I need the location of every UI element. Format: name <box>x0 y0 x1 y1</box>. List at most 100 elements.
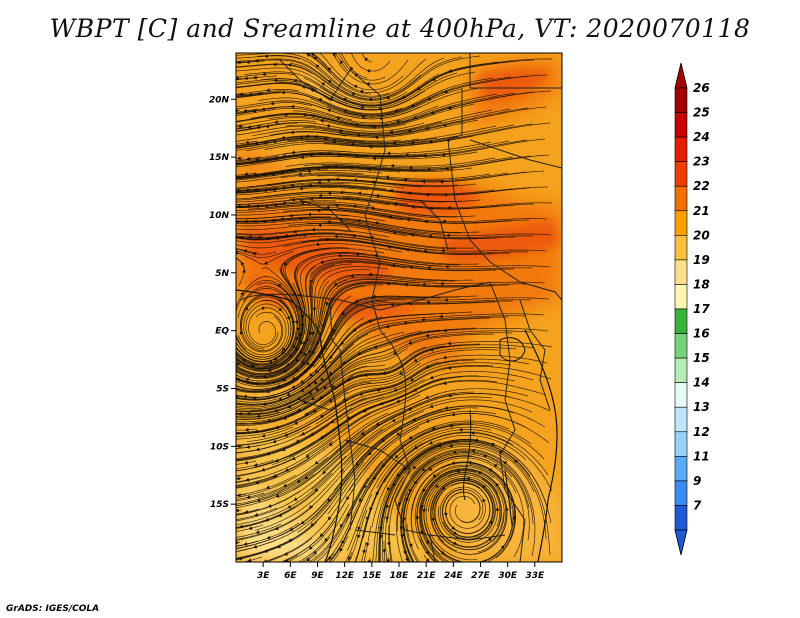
streamline-arrow <box>296 479 301 483</box>
streamline-arrow <box>244 76 248 81</box>
streamline-arrow <box>425 193 429 197</box>
streamline-arrow <box>315 64 320 69</box>
streamline-arrow <box>250 364 255 369</box>
streamline-arrow <box>244 306 249 311</box>
colorbar-label: 12 <box>693 425 710 439</box>
streamline-arrow <box>447 393 452 398</box>
streamline-arrow <box>442 355 447 360</box>
colorbar-label: 14 <box>693 376 710 390</box>
streamline-arrow <box>395 119 400 123</box>
streamline-arrow <box>360 105 364 110</box>
streamline-arrow <box>284 558 289 562</box>
streamline-arrow <box>309 280 314 284</box>
streamline-arrow <box>321 82 326 86</box>
streamline-arrow <box>319 414 324 418</box>
streamline-arrow <box>364 57 369 62</box>
streamline-arrow <box>386 559 391 562</box>
streamline-arrow <box>262 72 266 76</box>
streamline-arrow <box>327 516 332 521</box>
colorbar-swatch <box>674 357 688 383</box>
streamline-arrow <box>310 522 315 527</box>
streamline-arrow <box>443 89 448 94</box>
streamline-arrow <box>490 442 495 447</box>
streamline-arrow <box>425 395 429 399</box>
streamline-arrow <box>408 435 413 440</box>
colorbar-swatch <box>674 87 688 113</box>
lat-tick-label: 5S <box>216 384 229 394</box>
streamline-arrow <box>328 556 332 560</box>
colorbar-swatch <box>674 406 688 433</box>
streamline-arrow <box>382 549 387 553</box>
streamline-arrow <box>322 470 327 475</box>
streamline-arrow <box>273 356 278 361</box>
lon-tick-label: 18E <box>390 571 410 581</box>
streamline-arrow <box>314 488 319 492</box>
lat-tick-label: 5N <box>215 269 229 279</box>
streamline-arrow <box>272 62 277 67</box>
colorbar-swatch <box>674 235 688 261</box>
streamline-arrow <box>406 218 410 222</box>
streamline-arrow <box>466 476 470 481</box>
streamline-arrow <box>245 427 249 432</box>
streamline-arrow <box>326 124 331 128</box>
streamline-arrow <box>453 531 458 535</box>
colorbar-swatch <box>674 185 688 212</box>
streamline-arrow <box>314 460 319 465</box>
map-axes: 20N 15N 10N 5N EQ 5S 10S 15S 3E 6E 9E 12E 15E 18E 21E 2… <box>209 95 545 581</box>
streamline-arrow <box>308 545 313 550</box>
colorbar-swatch <box>674 210 688 236</box>
streamline-arrow <box>318 98 323 102</box>
streamline-arrow <box>375 421 380 426</box>
streamline-arrow <box>428 234 432 239</box>
streamline-arrow <box>263 261 268 265</box>
streamline-arrow <box>362 549 367 554</box>
streamline-arrow <box>403 466 407 471</box>
streamline-arrow <box>304 475 309 480</box>
streamline-arrow <box>305 134 309 139</box>
streamline-arrow <box>286 392 291 396</box>
streamline-arrow <box>353 178 357 182</box>
streamline-arrow <box>313 56 318 61</box>
streamline-arrow <box>422 488 427 493</box>
streamline-arrow <box>275 493 280 498</box>
colorbar-swatch <box>674 431 688 457</box>
streamline-arrow <box>317 223 322 228</box>
colorbar-label: 16 <box>693 327 710 341</box>
streamline-arrow <box>294 421 298 425</box>
streamline-arrow <box>306 361 310 366</box>
colorbar-label: 24 <box>693 130 710 144</box>
streamline-arrow <box>328 398 333 403</box>
lakes <box>462 337 526 526</box>
colorbar-swatch <box>674 480 688 506</box>
streamline-arrow <box>374 221 379 226</box>
streamline-arrow <box>372 156 376 161</box>
streamline-arrow <box>291 150 295 155</box>
streamline-arrow <box>320 260 324 264</box>
streamline-arrow <box>278 513 283 517</box>
streamline-arrow <box>456 469 460 473</box>
streamline-arrow <box>242 358 247 363</box>
streamline-arrow <box>363 484 367 489</box>
streamline-arrow <box>337 253 342 258</box>
streamline-arrow <box>470 431 475 435</box>
lon-tick-label: 6E <box>284 571 297 581</box>
streamline-arrow <box>442 219 446 224</box>
streamline-arrow <box>339 547 344 552</box>
streamline-arrow <box>360 431 365 436</box>
streamline-arrow <box>359 89 364 94</box>
streamline-arrow <box>435 484 440 489</box>
streamline-arrow <box>238 124 242 129</box>
colorbar-swatch <box>674 136 688 162</box>
streamline-arrow <box>313 380 318 385</box>
lat-tick-label: EQ <box>215 327 229 337</box>
streamline-arrow <box>357 534 361 539</box>
streamline-arrow <box>441 152 445 157</box>
streamline-arrow <box>443 328 447 333</box>
streamline-arrow <box>427 265 431 270</box>
streamline-arrow <box>409 265 413 270</box>
streamline-arrow <box>447 341 452 346</box>
streamline-arrow <box>318 193 322 198</box>
streamline-arrow <box>447 205 451 210</box>
streamline-arrow <box>276 544 281 549</box>
streamline-arrow <box>447 366 452 370</box>
